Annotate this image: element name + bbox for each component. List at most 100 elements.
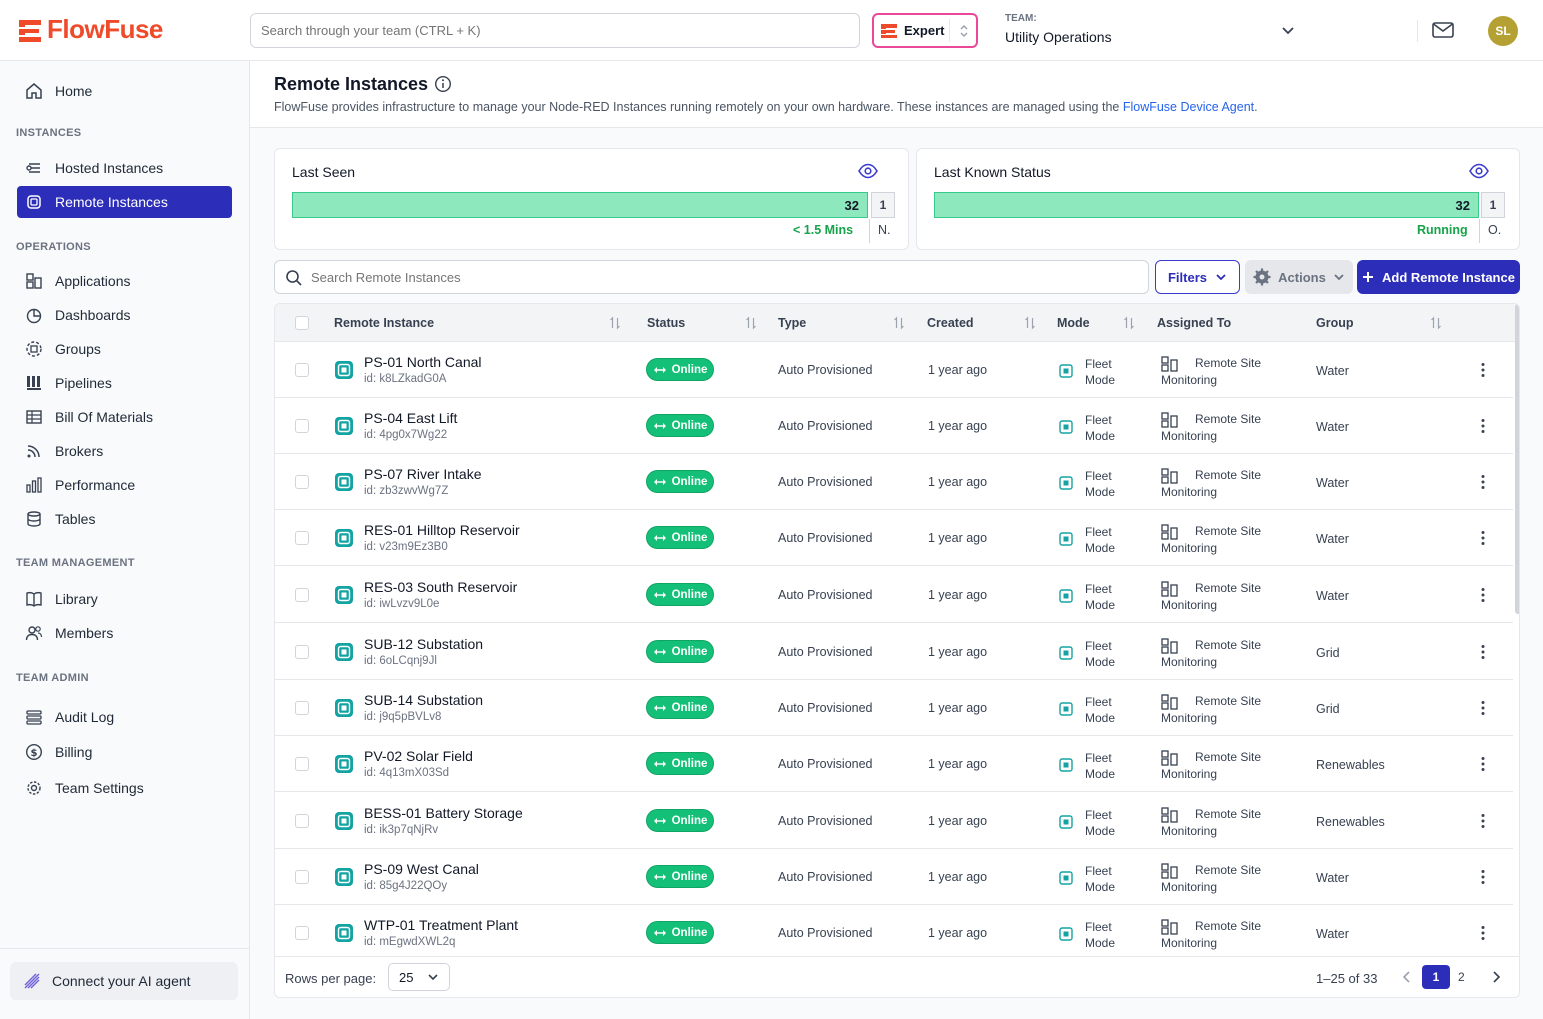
sidebar-item-hosted-instances[interactable]: Hosted Instances — [17, 152, 232, 184]
table-row[interactable]: WTP-01 Treatment Plant id: mEgwdXWL2q On… — [275, 905, 1513, 961]
instance-name[interactable]: WTP-01 Treatment Plant — [364, 917, 519, 933]
more-options-icon[interactable] — [1479, 869, 1487, 885]
row-checkbox[interactable] — [295, 419, 309, 433]
assigned-to-line-2[interactable]: Monitoring — [1161, 655, 1218, 669]
assigned-to-line-1[interactable]: Remote Site — [1195, 750, 1262, 764]
last-seen-other-bar[interactable]: 1 — [871, 192, 895, 218]
sidebar-item-pipelines[interactable]: Pipelines — [17, 367, 232, 399]
instance-name[interactable]: RES-03 South Reservoir — [364, 579, 518, 595]
assigned-to-line-1[interactable]: Remote Site — [1195, 919, 1262, 933]
header-mode[interactable]: Mode — [1057, 316, 1090, 330]
connect-ai-agent-button[interactable]: Connect your AI agent — [10, 962, 238, 1000]
instance-name[interactable]: PV-02 Solar Field — [364, 748, 473, 764]
row-checkbox[interactable] — [295, 363, 309, 377]
table-row[interactable]: BESS-01 Battery Storage id: ik3p7qNjRv O… — [275, 793, 1513, 849]
more-options-icon[interactable] — [1479, 362, 1487, 378]
table-row[interactable]: PS-04 East Lift id: 4pg0x7Wg22 Online Au… — [275, 398, 1513, 454]
row-checkbox[interactable] — [295, 701, 309, 715]
add-remote-instance-button[interactable]: Add Remote Instance — [1357, 260, 1520, 294]
mail-icon[interactable] — [1432, 20, 1454, 40]
table-row[interactable]: PS-07 River Intake id: zb3zwvWg7Z Online… — [275, 454, 1513, 510]
instance-name[interactable]: SUB-14 Substation — [364, 692, 484, 708]
instance-name[interactable]: PS-04 East Lift — [364, 410, 458, 426]
row-checkbox[interactable] — [295, 870, 309, 884]
instance-name[interactable]: PS-07 River Intake — [364, 466, 482, 482]
assigned-to-line-1[interactable]: Remote Site — [1195, 807, 1262, 821]
row-checkbox[interactable] — [295, 757, 309, 771]
assigned-to-line-2[interactable]: Monitoring — [1161, 880, 1218, 894]
filters-button[interactable]: Filters — [1155, 260, 1240, 294]
instance-name[interactable]: SUB-12 Substation — [364, 636, 484, 652]
row-checkbox[interactable] — [295, 926, 309, 940]
chevron-right-icon[interactable] — [1490, 970, 1502, 984]
more-options-icon[interactable] — [1479, 418, 1487, 434]
actions-button[interactable]: Actions — [1245, 260, 1353, 294]
more-options-icon[interactable] — [1479, 813, 1487, 829]
more-options-icon[interactable] — [1479, 925, 1487, 941]
header-status[interactable]: Status — [647, 316, 686, 330]
assigned-to-line-2[interactable]: Monitoring — [1161, 936, 1218, 950]
assigned-to-line-1[interactable]: Remote Site — [1195, 581, 1262, 595]
last-status-other-bar[interactable]: 1 — [1481, 192, 1505, 218]
last-status-main-bar[interactable]: 32 — [934, 192, 1479, 218]
table-scrollbar[interactable] — [1515, 304, 1519, 614]
sort-icon[interactable] — [1024, 316, 1036, 330]
sidebar-item-billing[interactable]: $ Billing — [17, 736, 232, 768]
sort-icon[interactable] — [1123, 316, 1135, 330]
row-checkbox[interactable] — [295, 588, 309, 602]
search-input[interactable] — [311, 261, 1131, 293]
device-agent-link[interactable]: FlowFuse Device Agent — [1122, 100, 1255, 114]
assigned-to-line-2[interactable]: Monitoring — [1161, 767, 1218, 781]
sidebar-item-library[interactable]: Library — [17, 583, 232, 615]
instance-name[interactable]: PS-01 North Canal — [364, 354, 482, 370]
assigned-to-line-2[interactable]: Monitoring — [1161, 711, 1218, 725]
team-name[interactable]: Utility Operations — [1005, 29, 1112, 45]
table-row[interactable]: SUB-12 Substation id: 6oLCqnj9Jl Online … — [275, 624, 1513, 680]
row-checkbox[interactable] — [295, 645, 309, 659]
select-all-checkbox[interactable] — [295, 316, 309, 330]
flowfuse-logo[interactable]: FlowFuse — [17, 14, 163, 45]
more-options-icon[interactable] — [1479, 756, 1487, 772]
assigned-to-line-2[interactable]: Monitoring — [1161, 598, 1218, 612]
header-group[interactable]: Group — [1316, 316, 1354, 330]
eye-icon[interactable] — [1469, 163, 1489, 179]
table-row[interactable]: PS-09 West Canal id: 85g4J22QOy Online A… — [275, 849, 1513, 905]
assigned-to-line-1[interactable]: Remote Site — [1195, 863, 1262, 877]
sidebar-item-home[interactable]: Home — [17, 75, 232, 107]
chevron-down-icon[interactable] — [1280, 22, 1296, 38]
more-options-icon[interactable] — [1479, 530, 1487, 546]
last-seen-main-bar[interactable]: 32 — [292, 192, 868, 218]
header-remote-instance[interactable]: Remote Instance — [334, 316, 435, 330]
header-assigned-to[interactable]: Assigned To — [1157, 316, 1232, 330]
global-search-input[interactable] — [250, 13, 860, 48]
page-2-button[interactable]: 2 — [1458, 970, 1465, 984]
info-icon[interactable] — [434, 75, 452, 93]
sort-icon[interactable] — [745, 316, 757, 330]
sidebar-item-audit-log[interactable]: Audit Log — [17, 701, 232, 733]
sidebar-item-performance[interactable]: Performance — [17, 469, 232, 501]
sort-icon[interactable] — [609, 316, 621, 330]
sidebar-item-members[interactable]: Members — [17, 617, 232, 649]
assigned-to-line-2[interactable]: Monitoring — [1161, 485, 1218, 499]
assigned-to-line-2[interactable]: Monitoring — [1161, 429, 1218, 443]
instance-name[interactable]: PS-09 West Canal — [364, 861, 479, 877]
rows-per-page-select[interactable]: 25 — [388, 963, 450, 991]
assigned-to-line-2[interactable]: Monitoring — [1161, 373, 1218, 387]
table-row[interactable]: RES-01 Hilltop Reservoir id: v23m9Ez3B0 … — [275, 510, 1513, 566]
header-type[interactable]: Type — [778, 316, 807, 330]
row-checkbox[interactable] — [295, 531, 309, 545]
header-created[interactable]: Created — [927, 316, 974, 330]
more-options-icon[interactable] — [1479, 700, 1487, 716]
assigned-to-line-2[interactable]: Monitoring — [1161, 541, 1218, 555]
table-row[interactable]: RES-03 South Reservoir id: iwLvzv9L0e On… — [275, 567, 1513, 623]
expert-button[interactable]: Expert — [872, 13, 978, 48]
assigned-to-line-1[interactable]: Remote Site — [1195, 638, 1262, 652]
sidebar-item-team-settings[interactable]: Team Settings — [17, 772, 232, 804]
sidebar-item-applications[interactable]: Applications — [17, 265, 232, 297]
instance-name[interactable]: RES-01 Hilltop Reservoir — [364, 522, 520, 538]
chevron-left-icon[interactable] — [1401, 970, 1413, 984]
sort-icon[interactable] — [893, 316, 905, 330]
instance-name[interactable]: BESS-01 Battery Storage — [364, 805, 523, 821]
sidebar-item-tables[interactable]: Tables — [17, 503, 232, 535]
more-options-icon[interactable] — [1479, 474, 1487, 490]
